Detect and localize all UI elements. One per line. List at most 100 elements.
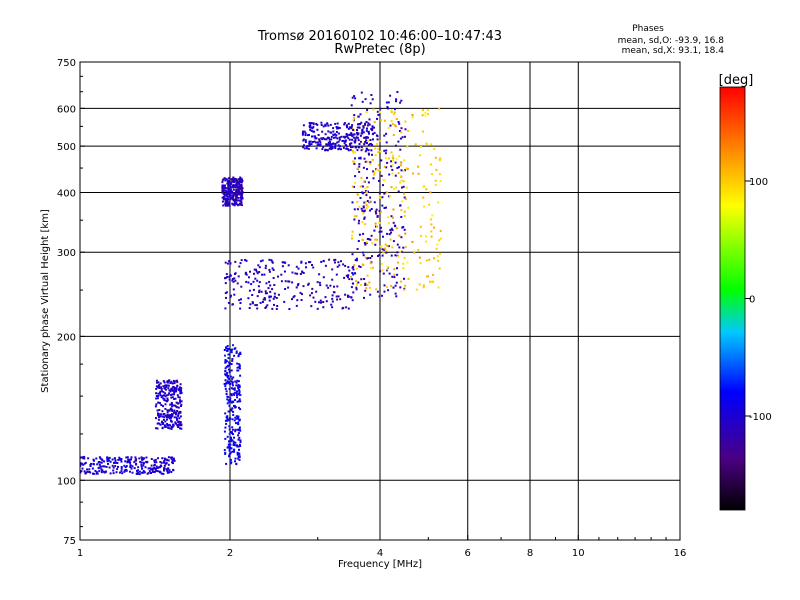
data-point bbox=[224, 451, 227, 454]
data-point bbox=[224, 184, 226, 187]
data-point bbox=[366, 124, 369, 127]
data-point bbox=[137, 469, 139, 472]
data-point bbox=[388, 233, 391, 236]
data-point bbox=[330, 143, 333, 146]
data-point bbox=[160, 396, 163, 399]
data-point bbox=[123, 470, 126, 473]
data-point bbox=[150, 458, 153, 460]
data-point bbox=[426, 113, 429, 115]
data-point bbox=[239, 307, 242, 310]
data-point bbox=[224, 277, 226, 280]
data-point bbox=[100, 465, 103, 468]
data-point bbox=[225, 382, 228, 385]
data-point bbox=[253, 268, 256, 271]
data-point bbox=[134, 456, 137, 459]
data-point bbox=[353, 208, 356, 211]
data-point bbox=[331, 294, 334, 297]
data-point bbox=[229, 417, 231, 420]
data-point bbox=[140, 461, 143, 464]
data-point bbox=[318, 281, 321, 284]
data-point bbox=[172, 390, 175, 393]
data-point bbox=[428, 258, 431, 261]
data-point bbox=[420, 235, 423, 238]
data-point bbox=[387, 101, 390, 104]
data-point bbox=[320, 260, 323, 263]
data-point bbox=[234, 279, 237, 282]
data-point bbox=[316, 141, 319, 144]
data-point bbox=[402, 262, 405, 265]
data-point bbox=[230, 351, 233, 354]
data-point bbox=[167, 459, 170, 462]
data-point bbox=[361, 191, 364, 194]
data-point bbox=[386, 266, 389, 268]
data-point bbox=[280, 280, 283, 283]
data-point bbox=[162, 405, 164, 408]
data-point bbox=[156, 397, 159, 400]
data-point bbox=[221, 200, 224, 203]
data-point bbox=[435, 168, 438, 171]
data-point bbox=[304, 141, 307, 143]
data-point bbox=[252, 280, 255, 283]
data-point bbox=[350, 275, 353, 278]
data-point bbox=[293, 295, 296, 298]
data-point bbox=[237, 199, 240, 202]
data-point bbox=[318, 138, 321, 141]
data-point bbox=[163, 469, 166, 472]
data-point bbox=[237, 438, 240, 441]
data-point bbox=[240, 204, 243, 207]
data-point bbox=[350, 146, 352, 149]
data-point bbox=[237, 434, 240, 437]
data-point bbox=[324, 149, 327, 152]
data-point bbox=[379, 150, 382, 153]
data-point bbox=[125, 465, 128, 468]
data-point bbox=[376, 225, 378, 228]
data-point bbox=[236, 396, 239, 399]
data-point bbox=[324, 264, 327, 267]
data-point bbox=[295, 304, 298, 307]
colorbar-unit-label: [deg] bbox=[719, 73, 754, 88]
data-point bbox=[169, 415, 172, 418]
data-point bbox=[362, 251, 365, 254]
data-point bbox=[240, 298, 242, 301]
data-point bbox=[396, 167, 399, 169]
data-point bbox=[163, 399, 166, 402]
data-point bbox=[163, 416, 166, 419]
data-point bbox=[366, 127, 368, 130]
data-point bbox=[158, 466, 160, 469]
data-point bbox=[130, 467, 133, 470]
data-point bbox=[360, 149, 363, 152]
data-point bbox=[235, 186, 238, 188]
data-point bbox=[259, 301, 262, 304]
data-point bbox=[390, 151, 393, 154]
data-point bbox=[360, 278, 363, 281]
data-point bbox=[227, 184, 230, 187]
data-point bbox=[240, 194, 243, 197]
data-point bbox=[175, 401, 178, 404]
data-point bbox=[153, 467, 156, 470]
data-point bbox=[308, 142, 311, 145]
data-point bbox=[170, 393, 172, 396]
data-point bbox=[352, 291, 355, 294]
data-point bbox=[415, 288, 418, 291]
data-point bbox=[331, 300, 334, 303]
data-point bbox=[233, 178, 236, 181]
data-point bbox=[333, 259, 336, 262]
data-point bbox=[322, 276, 325, 279]
data-point bbox=[112, 466, 115, 469]
data-point bbox=[165, 384, 168, 387]
data-point bbox=[256, 279, 259, 282]
data-point bbox=[364, 187, 367, 190]
data-point bbox=[381, 196, 384, 199]
data-point bbox=[230, 182, 233, 185]
data-point bbox=[239, 439, 242, 442]
data-point bbox=[358, 233, 361, 236]
data-point bbox=[168, 471, 170, 474]
data-point bbox=[353, 162, 356, 165]
data-point bbox=[228, 260, 231, 263]
data-point bbox=[273, 303, 275, 306]
data-point bbox=[377, 255, 379, 257]
data-point bbox=[160, 413, 162, 416]
data-point bbox=[348, 278, 351, 281]
data-point bbox=[177, 406, 180, 409]
data-point bbox=[98, 463, 101, 466]
